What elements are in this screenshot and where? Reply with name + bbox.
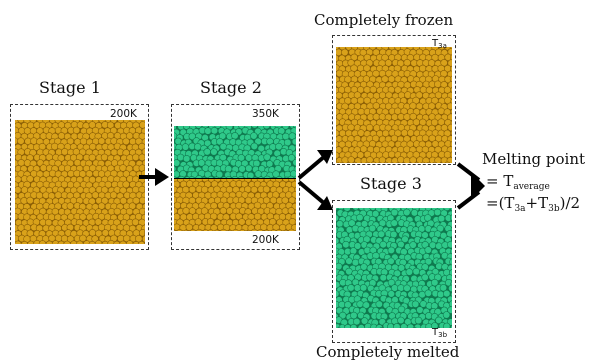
stage3-frozen-frame bbox=[332, 35, 456, 165]
stage2-title: Stage 2 bbox=[200, 78, 262, 97]
formula-a: =(T bbox=[486, 194, 515, 212]
melted-temperature-label: T3b bbox=[432, 327, 447, 339]
frozen-temperature-label: T3a bbox=[432, 38, 447, 50]
stage3-melted-frame bbox=[332, 200, 456, 343]
t3a-sub: 3a bbox=[438, 42, 447, 50]
stage3-frozen-atoms bbox=[336, 47, 452, 163]
stage2-liquid-atoms bbox=[174, 126, 296, 179]
melting-point-average-line: = Taverage bbox=[486, 172, 550, 192]
frozen-caption: Completely frozen bbox=[314, 11, 454, 29]
stage3-frozen-packing bbox=[336, 47, 452, 163]
stage2-interface-line bbox=[174, 178, 296, 179]
t3b-main: T bbox=[432, 327, 439, 338]
formula-plus: +T bbox=[525, 194, 549, 212]
formula-end: )/2 bbox=[559, 194, 581, 212]
stage2-solid-packing bbox=[174, 179, 296, 231]
stage3-melted-packing bbox=[336, 208, 452, 328]
formula-sub-a: 3a bbox=[514, 204, 526, 214]
formula-sub-b: 3b bbox=[548, 204, 560, 214]
stage2-solid-atoms bbox=[174, 179, 296, 231]
stage1-title: Stage 1 bbox=[39, 78, 101, 97]
t3b-sub: 3b bbox=[438, 331, 448, 339]
average-sub: average bbox=[513, 182, 550, 192]
stage3-title: Stage 3 bbox=[360, 174, 422, 193]
average-prefix: = T bbox=[486, 172, 514, 190]
melting-point-formula-line: =(T3a+T3b)/2 bbox=[486, 194, 580, 214]
stage1-solid-atoms bbox=[15, 120, 145, 244]
stage1-atom-packing bbox=[15, 120, 145, 244]
stage2-liquid-packing bbox=[174, 126, 296, 179]
stage2-top-temperature-label: 350K bbox=[252, 108, 279, 120]
t3a-main: T bbox=[432, 38, 439, 49]
stage3-melted-atoms bbox=[336, 208, 452, 328]
merge-arrows-icon bbox=[456, 162, 485, 210]
split-arrows-icon bbox=[297, 150, 333, 210]
melting-point-label: Melting point bbox=[482, 150, 586, 168]
arrow-right-icon bbox=[139, 168, 169, 186]
stage2-bottom-temperature-label: 200K bbox=[252, 234, 279, 246]
stage1-temperature-label: 200K bbox=[110, 108, 137, 120]
melted-caption: Completely melted bbox=[316, 343, 460, 361]
